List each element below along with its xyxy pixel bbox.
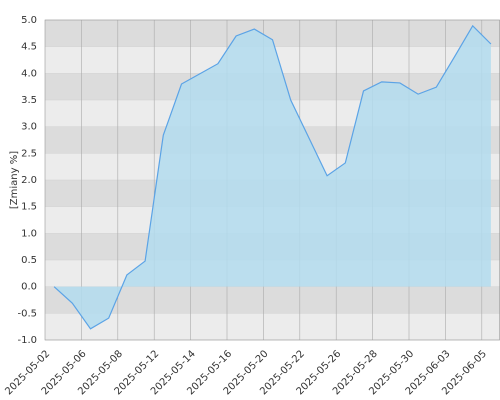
y-tick-label: 3.0: [21, 122, 37, 133]
y-tick-label: 1.0: [21, 228, 37, 239]
y-tick-label: 1.5: [21, 202, 37, 213]
y-tick-label: 4.0: [21, 68, 37, 79]
y-tick-label: 5.0: [21, 15, 37, 26]
y-tick-label: -0.5: [17, 308, 37, 319]
y-tick-label: 0.0: [21, 282, 37, 293]
area-fill: [54, 25, 491, 329]
y-tick-label: -1.0: [17, 335, 37, 346]
y-tick-label: 3.5: [21, 95, 37, 106]
y-tick-label: 0.5: [21, 255, 37, 266]
y-tick-label: 2.0: [21, 175, 37, 186]
y-tick-label: 2.5: [21, 148, 37, 159]
y-tick-label: 4.5: [21, 42, 37, 53]
y-axis-label: [Zmiany %]: [9, 151, 20, 209]
line: [53, 24, 492, 330]
plot-band: [45, 286, 500, 314]
plot-band: [45, 313, 500, 340]
